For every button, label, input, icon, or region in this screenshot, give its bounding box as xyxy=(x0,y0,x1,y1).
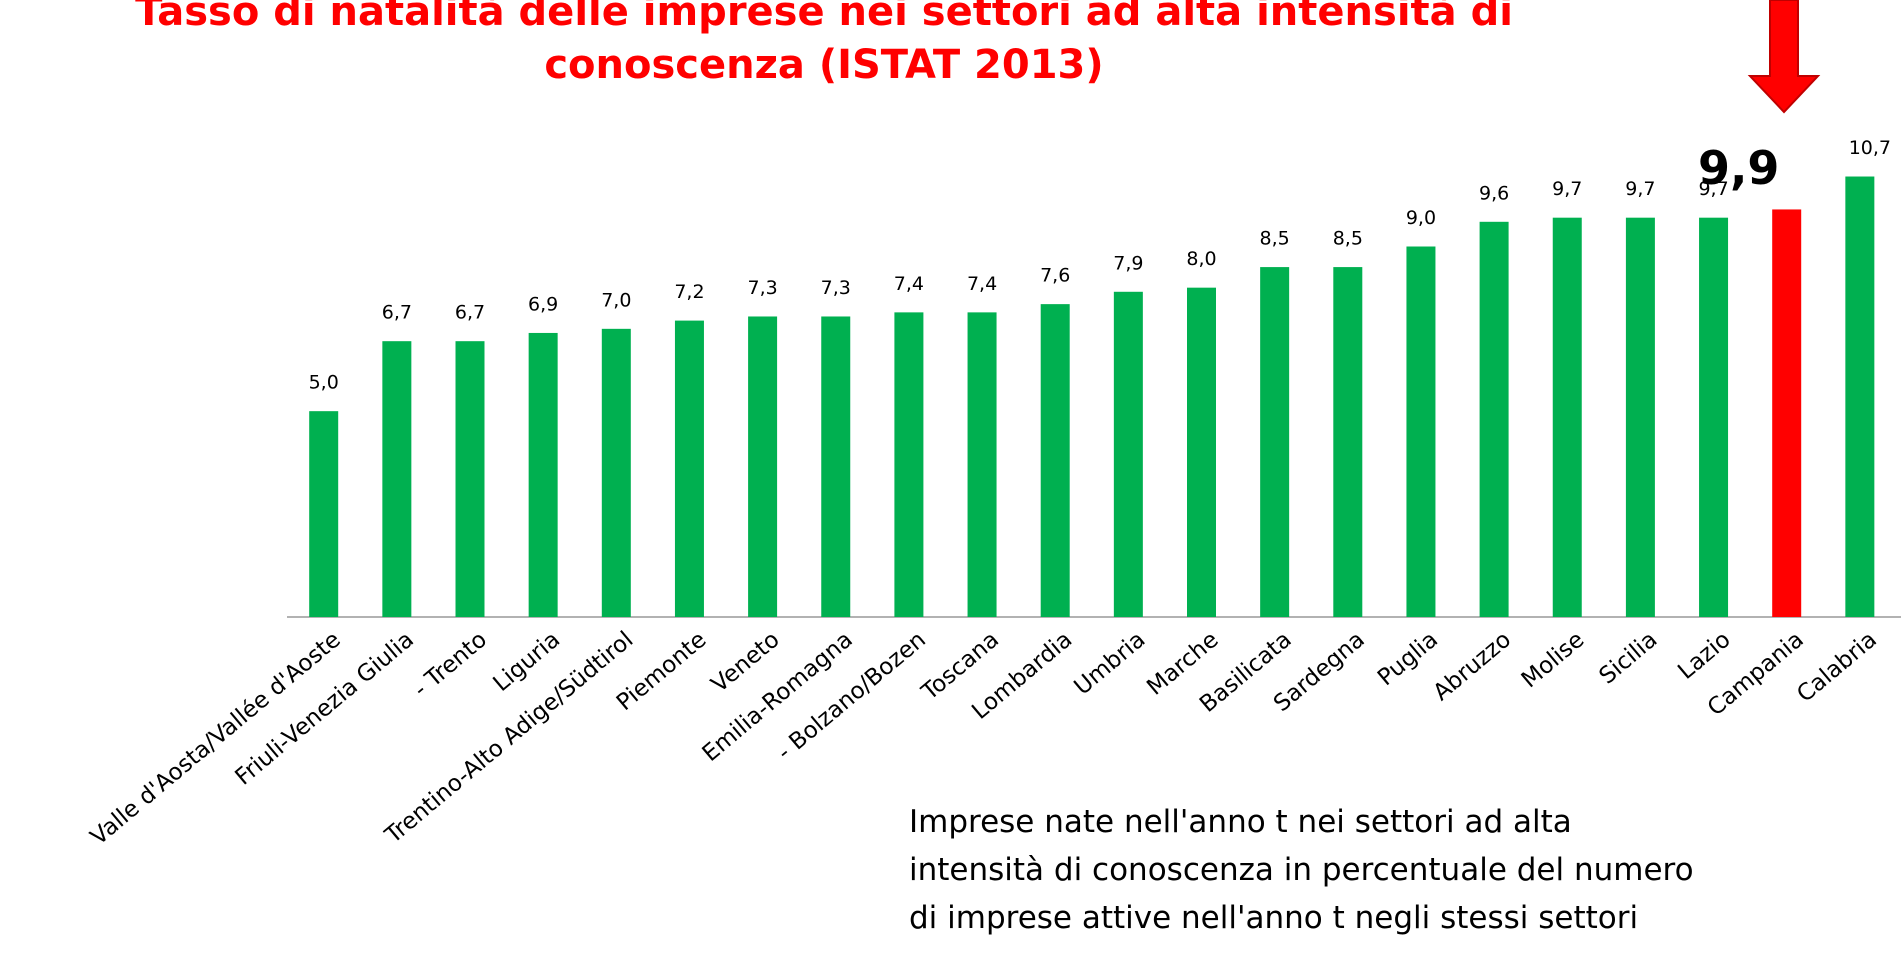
x-tick-label: Umbria xyxy=(1069,627,1150,701)
data-label: 9,6 xyxy=(1479,182,1509,204)
x-tick-label: - Trento xyxy=(409,627,492,703)
data-label: 9,9 xyxy=(1698,141,1780,195)
highlight-arrow xyxy=(1747,0,1821,114)
data-label: 9,0 xyxy=(1406,207,1436,229)
bar xyxy=(674,320,704,617)
bar xyxy=(1625,217,1655,617)
data-label: 10,7 xyxy=(1849,137,1891,159)
bar xyxy=(1479,221,1509,618)
x-tick-label: Sicilia xyxy=(1594,627,1662,690)
bar xyxy=(1187,287,1216,617)
data-label: 7,6 xyxy=(1040,265,1070,287)
bar xyxy=(1406,246,1436,617)
bar xyxy=(1333,267,1363,617)
chart-title: Tasso di natalità delle imprese nei sett… xyxy=(135,0,1513,35)
data-label: 7,3 xyxy=(821,277,851,299)
bar xyxy=(528,332,558,617)
data-label: 9,7 xyxy=(1625,178,1655,200)
bar xyxy=(1699,217,1729,617)
x-tick-label: Molise xyxy=(1517,627,1590,694)
bar xyxy=(382,341,412,617)
bar xyxy=(1552,217,1582,617)
annotation: Imprese nate nell'anno t nei settori ad … xyxy=(909,804,1572,840)
bar xyxy=(1040,304,1070,617)
bar xyxy=(1113,291,1143,617)
annotation: di imprese attive nell'anno t negli stes… xyxy=(909,900,1638,936)
data-label: 6,7 xyxy=(382,302,412,324)
bar xyxy=(894,312,924,617)
bar xyxy=(748,316,778,617)
bar xyxy=(967,312,997,617)
data-label: 5,0 xyxy=(309,372,339,394)
data-label: 8,0 xyxy=(1186,248,1216,270)
x-tick-label: Calabria xyxy=(1792,627,1882,708)
data-label: 7,2 xyxy=(674,281,704,303)
data-label: 6,9 xyxy=(528,293,558,315)
chart-title: conoscenza (ISTAT 2013) xyxy=(544,42,1103,88)
x-tick-label: Lazio xyxy=(1673,627,1735,685)
data-label: 7,9 xyxy=(1113,252,1143,274)
data-label: 8,5 xyxy=(1260,228,1290,250)
data-label: 7,4 xyxy=(967,273,997,295)
x-tick-label: Abruzzo xyxy=(1428,627,1516,706)
data-label: 7,4 xyxy=(894,273,924,295)
annotation: intensità di conoscenza in percentuale d… xyxy=(909,852,1694,888)
data-label: 7,0 xyxy=(601,289,631,311)
bar xyxy=(1772,209,1802,617)
data-label: 8,5 xyxy=(1333,228,1363,250)
data-label: 7,3 xyxy=(747,277,777,299)
data-label: 9,7 xyxy=(1698,178,1728,200)
bar xyxy=(309,411,339,617)
bar xyxy=(821,316,851,617)
bar xyxy=(1845,176,1875,617)
data-label: 9,7 xyxy=(1552,178,1582,200)
bar xyxy=(455,341,485,617)
data-label: 6,7 xyxy=(455,302,485,324)
bar xyxy=(1260,267,1290,617)
bar xyxy=(601,328,631,617)
